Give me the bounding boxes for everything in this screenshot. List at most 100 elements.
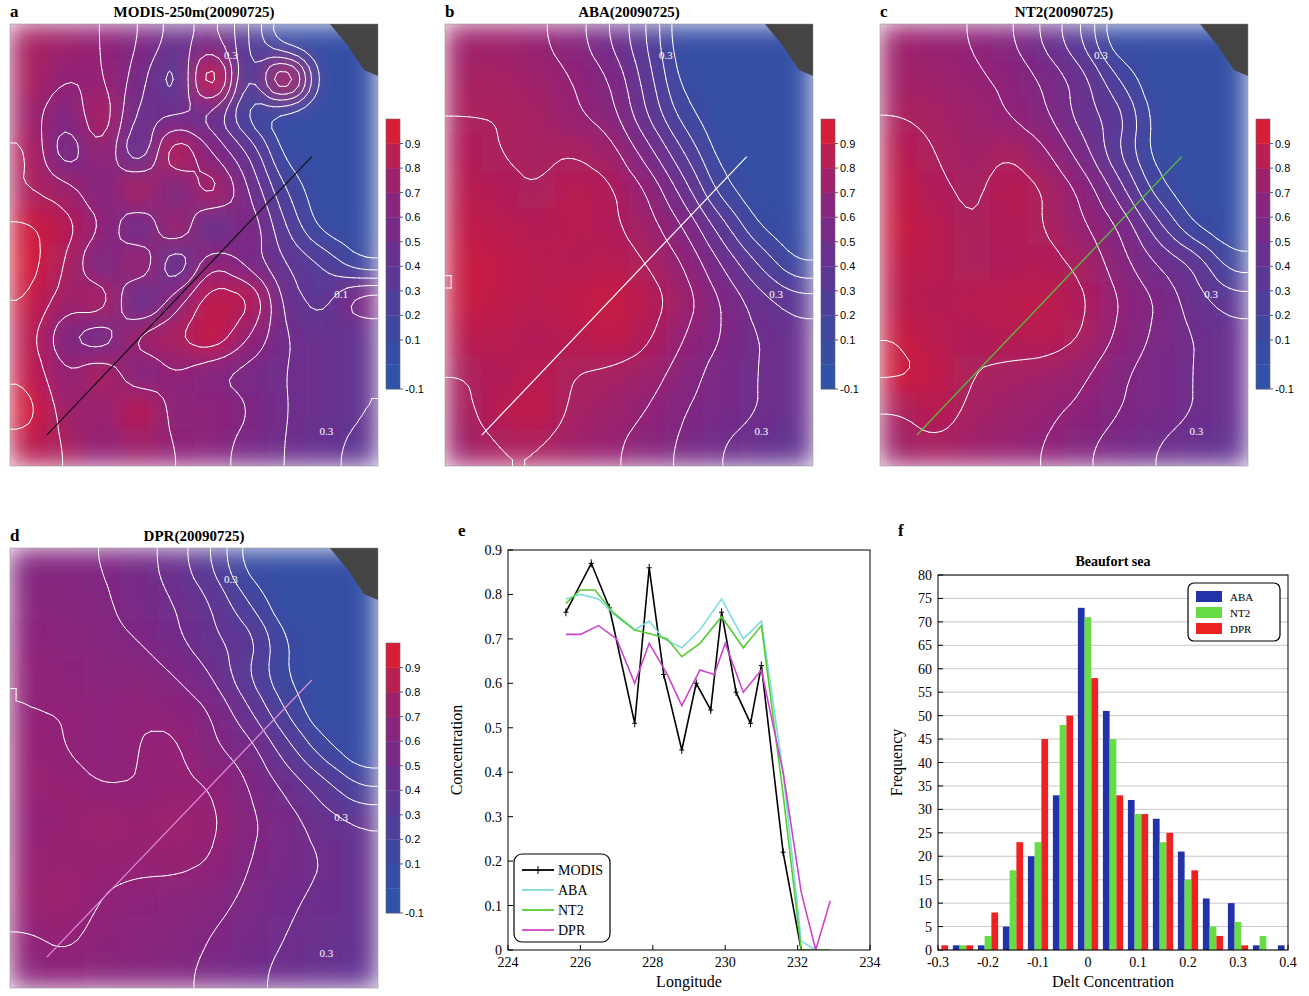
panel-letter: a [10, 2, 19, 21]
map-cell [120, 171, 157, 208]
map-cell [519, 208, 556, 245]
map-cell [304, 171, 341, 208]
map-cell [954, 135, 991, 172]
bar [1116, 795, 1123, 950]
colorbar-tick-label: 0.1 [405, 334, 420, 346]
map-cell [231, 805, 268, 842]
colorbar-tick-label: -0.1 [840, 383, 859, 395]
colorbar-band [386, 242, 400, 267]
colorbar-tick-label: 0.2 [405, 833, 420, 845]
colorbar-band [386, 168, 400, 193]
map-cell [880, 98, 917, 135]
map-cell [1027, 98, 1064, 135]
map-cell [703, 98, 740, 135]
colorbar-tick-label: 0.8 [1275, 162, 1290, 174]
map-cell [10, 548, 47, 585]
map-cell [445, 171, 482, 208]
colorbar-tick [400, 716, 403, 717]
map-cell [1138, 171, 1175, 208]
map-cell [47, 585, 84, 622]
colorbar-band [821, 315, 835, 340]
contour-line [250, 24, 378, 270]
bar [966, 945, 973, 950]
map-cell [629, 61, 666, 98]
map-cell [519, 356, 556, 393]
colorbar-tick-label: 0.6 [405, 735, 420, 747]
colorbar-tick-label: 0.8 [405, 686, 420, 698]
x-tick [725, 945, 726, 950]
map-cell [776, 208, 813, 245]
y-tick-label: 45 [918, 732, 932, 747]
colorbar-tick [400, 290, 403, 291]
colorbar-tick [835, 339, 838, 340]
map-cell [84, 878, 121, 915]
colorbar-tick [400, 217, 403, 218]
map-cell [445, 208, 482, 245]
map-cell [157, 98, 194, 135]
bar [1185, 880, 1192, 950]
marker [708, 706, 713, 714]
map-cell [703, 356, 740, 393]
y-tick-label: 0.2 [485, 854, 503, 869]
contour-line [646, 24, 813, 294]
y-tick-label: 0 [495, 943, 502, 958]
map-cell [341, 658, 378, 695]
marker [734, 688, 739, 696]
contour-label: 0.3 [334, 811, 348, 823]
colorbar-band [386, 668, 400, 693]
map-cell [1138, 135, 1175, 172]
contour-label: 0.3 [769, 288, 783, 300]
map-cell [555, 392, 592, 429]
map-cell [84, 319, 121, 356]
map-cell [231, 208, 268, 245]
map-cell [194, 621, 231, 658]
land [765, 24, 813, 76]
map-cell [268, 841, 305, 878]
map-cell [739, 208, 776, 245]
contour-line [188, 548, 378, 831]
colorbar-tick [835, 389, 838, 390]
marker [748, 719, 753, 727]
map-cell [666, 356, 703, 393]
y-tick [508, 816, 513, 817]
map-cell [120, 585, 157, 622]
y-tick-label: 0.7 [485, 632, 503, 647]
map-cell [157, 171, 194, 208]
map-cell [10, 731, 47, 768]
y-tick-label: 30 [918, 802, 932, 817]
map-cell [157, 951, 194, 988]
transect [917, 157, 1182, 435]
colorbar-frame [821, 119, 835, 389]
map-cell [445, 356, 482, 393]
map-cell [1064, 135, 1101, 172]
map-cell [194, 731, 231, 768]
colorbar-tick-label: 0.6 [840, 211, 855, 223]
y-tick-label: 35 [918, 779, 932, 794]
colorbar-tick-label: 0.4 [405, 784, 420, 796]
map-cell [880, 282, 917, 319]
map-cell [10, 585, 47, 622]
map-cell [157, 208, 194, 245]
map-cell [954, 98, 991, 135]
colorbar-band [386, 839, 400, 864]
map-cell [666, 61, 703, 98]
colorbar-tick [400, 143, 403, 144]
map-cell [84, 805, 121, 842]
map-cell [47, 245, 84, 282]
y-tick [938, 762, 943, 763]
map-cell [194, 98, 231, 135]
map-cell [629, 429, 666, 466]
map-cell [1027, 429, 1064, 466]
map-cell [1027, 392, 1064, 429]
map-cell [1027, 208, 1064, 245]
map-cell [519, 392, 556, 429]
map-cell [482, 245, 519, 282]
map-cell [629, 98, 666, 135]
map-cell [666, 245, 703, 282]
map-cell [268, 951, 305, 988]
map-cell [341, 208, 378, 245]
marker [719, 608, 724, 616]
map-cell [990, 429, 1027, 466]
colorbar-band [386, 741, 400, 766]
colorbar-band [386, 864, 400, 889]
